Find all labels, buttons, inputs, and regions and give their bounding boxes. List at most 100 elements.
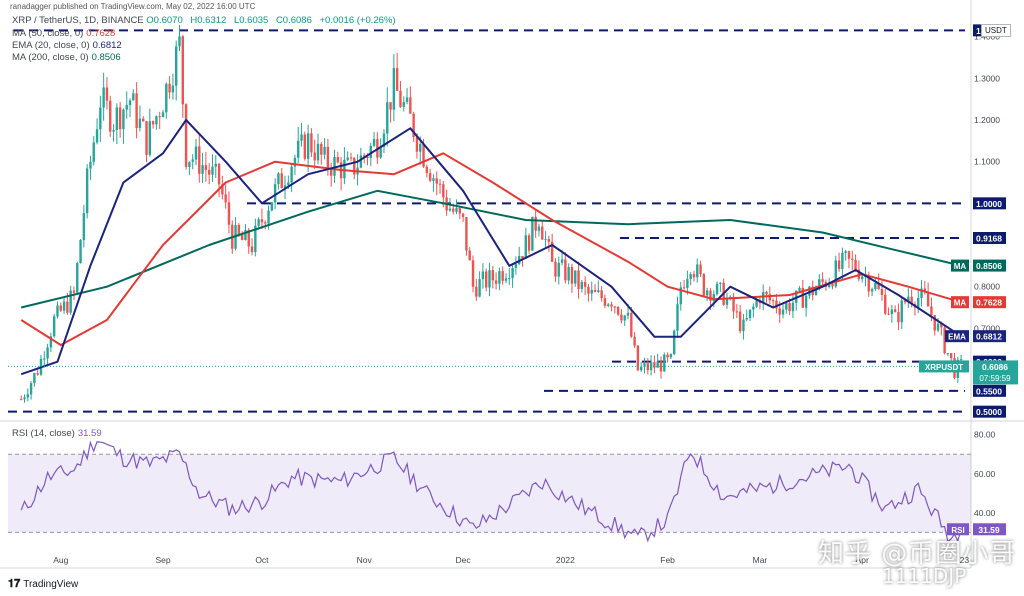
rsi-line [20, 440, 962, 543]
candle-body [415, 137, 419, 152]
indicator-tag-label: EMA [948, 333, 966, 342]
price-tag-bg [973, 360, 1018, 385]
candle-body [171, 85, 175, 93]
candle-body [818, 279, 821, 289]
ohlc-close: C0.6086 [275, 15, 312, 26]
candle-body [461, 213, 465, 218]
candle-body [178, 36, 181, 47]
currency-label[interactable]: USDT [981, 24, 1011, 37]
time-axis-label: Oct [255, 555, 269, 565]
candle-body [851, 258, 854, 260]
candle-body [699, 264, 702, 275]
candle-body [679, 287, 682, 305]
candle-body [118, 107, 122, 130]
candle-body [732, 296, 735, 312]
time-axis-label: Aug [53, 555, 68, 565]
candle-body [306, 133, 310, 159]
candle-body [283, 185, 287, 189]
candle-body [607, 304, 610, 306]
candle-body [19, 399, 23, 401]
candle-body [392, 68, 396, 110]
indicator-tag-value: 0.6812 [976, 332, 1002, 342]
candle-body [277, 173, 280, 185]
candle-body [656, 361, 659, 368]
candle-body [735, 311, 739, 313]
candle-body [686, 278, 689, 289]
indicator-tag-value-bg [973, 296, 1006, 309]
candle-body [468, 250, 471, 261]
tradingview-logo[interactable]: 𝟏𝟕 TradingView [8, 578, 78, 591]
candle-body [471, 260, 475, 287]
rsi-tag-label-bg [947, 523, 969, 536]
candle-body [240, 234, 244, 241]
candle-body [933, 315, 936, 331]
candle-body [165, 83, 168, 113]
legend-ma200[interactable]: MA (200, close, 0) 0.8506 [12, 52, 121, 64]
candle-body [659, 361, 663, 372]
candle-body [389, 102, 392, 110]
candle-body [359, 155, 363, 168]
candle-body [860, 276, 864, 280]
candle-body [907, 296, 910, 303]
candle-body [762, 292, 765, 304]
rsi-tag-label: RSI [951, 526, 964, 535]
candle-body [168, 83, 171, 93]
candle-body [844, 251, 847, 253]
candle-body [616, 306, 620, 315]
candle-body [244, 230, 247, 241]
level-tag [973, 405, 1006, 418]
candle-body [672, 330, 676, 355]
candle-body [498, 271, 501, 284]
candle-body [494, 280, 498, 284]
candle-body [893, 309, 897, 313]
candle-body [207, 169, 211, 175]
rsi-tag-value-bg [973, 523, 1006, 536]
candle-body [511, 267, 514, 279]
candle-body [366, 156, 369, 159]
rsi-legend-value: 31.59 [77, 428, 102, 439]
candle-body [432, 178, 435, 181]
rsi-legend[interactable]: RSI (14, close) 31.59 [12, 428, 102, 439]
candle-body [369, 145, 372, 159]
candle-body [362, 155, 366, 157]
candle-body [102, 87, 105, 108]
candle-body [821, 279, 824, 283]
candle-body [323, 146, 326, 155]
time-axis-label: Dec [456, 555, 472, 565]
candle-body [847, 251, 851, 259]
candle-body [887, 313, 890, 315]
candle-body [448, 208, 452, 211]
candle-body [583, 282, 587, 287]
candle-body [442, 184, 445, 198]
candle-body [425, 166, 429, 174]
candle-body [142, 118, 145, 122]
candle-body [72, 290, 76, 293]
tradingview-brand: TradingView [23, 579, 79, 590]
candle-body [109, 100, 112, 132]
candle-body [950, 353, 953, 359]
candle-body [884, 294, 887, 314]
candle-body [613, 306, 617, 308]
candle-body [333, 157, 336, 176]
candle-body [920, 288, 923, 298]
candle-body [46, 347, 49, 359]
candle-body [465, 217, 468, 251]
candle-body [349, 157, 353, 159]
candle-body [227, 202, 231, 225]
candle-body [748, 309, 752, 318]
legend-ma50[interactable]: MA (50, close, 0) 0.7628 [12, 28, 115, 40]
candle-body [798, 287, 801, 291]
legend-ema20[interactable]: EMA (20, close, 0) 0.6812 [12, 40, 122, 52]
candle-body [29, 383, 33, 395]
candle-body [547, 239, 551, 242]
symbol-ohlc-line: XRP / TetherUS, 1D, BINANCE O0.6070 H0.6… [12, 15, 401, 26]
watermark-id: 1111DJP [882, 564, 967, 588]
candle-body [705, 290, 709, 296]
candle-body [297, 140, 300, 158]
candle-body [82, 213, 86, 241]
candle-body [775, 300, 778, 309]
candle-body [395, 68, 399, 91]
candle-body [250, 246, 254, 253]
candle-body [725, 298, 729, 305]
